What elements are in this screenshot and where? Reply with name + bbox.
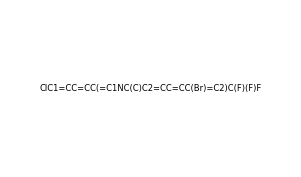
Text: ClC1=CC=CC(=C1NC(C)C2=CC=CC(Br)=C2)C(F)(F)F: ClC1=CC=CC(=C1NC(C)C2=CC=CC(Br)=C2)C(F)(…: [39, 84, 262, 93]
